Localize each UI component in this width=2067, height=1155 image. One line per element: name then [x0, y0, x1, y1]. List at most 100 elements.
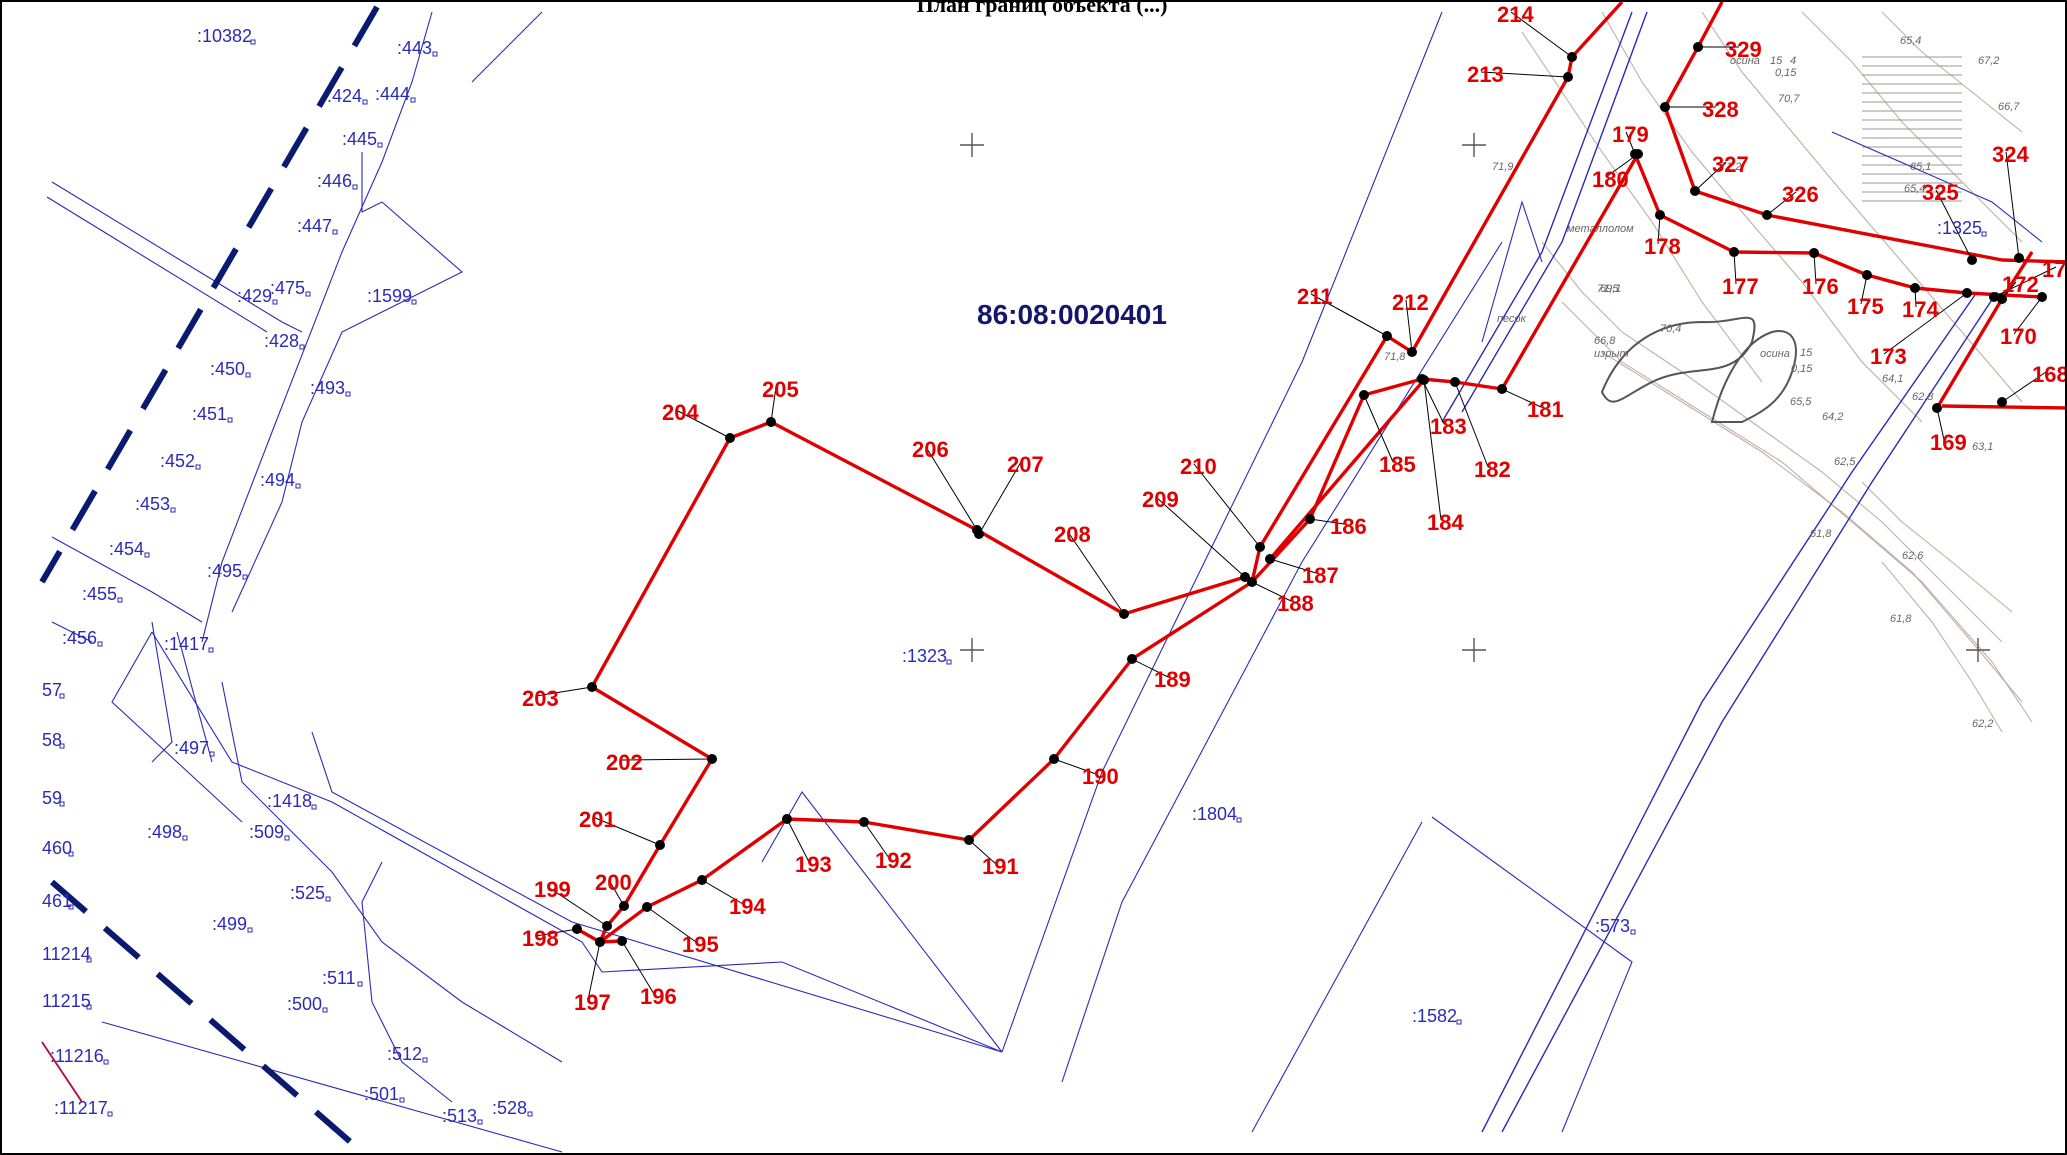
- point-label: 210: [1180, 454, 1217, 479]
- leader-line: [1131, 658, 1169, 678]
- cadastral-label: :498: [147, 822, 182, 842]
- cadastral-label: :528: [492, 1098, 527, 1118]
- point-label: 197: [574, 990, 611, 1015]
- cadastral-label: :513: [442, 1106, 477, 1126]
- topo-label: 66,8: [1594, 335, 1616, 347]
- cadastral-marker: [311, 804, 317, 810]
- leader-line: [1813, 252, 1817, 285]
- leader-line: [2013, 296, 2043, 335]
- cadastral-label: :451: [192, 404, 227, 424]
- point-label: 192: [875, 848, 912, 873]
- cadastral-label: :1323: [902, 646, 947, 666]
- map-title: План границ объекта (...): [916, 0, 1168, 17]
- contour-line: [1881, 561, 2003, 733]
- leader-line: [1067, 531, 1125, 615]
- point-label: 195: [682, 932, 719, 957]
- topo-label: 15: [1770, 55, 1783, 67]
- leader-line: [535, 686, 593, 697]
- contour-line: [1861, 481, 2013, 613]
- point-label: 182: [1474, 457, 1511, 482]
- point-label: 201: [579, 807, 616, 832]
- topo-label: 66,7: [1998, 101, 2020, 113]
- point-label: 187: [1302, 563, 1339, 588]
- cadastral-label: :1417: [164, 634, 209, 654]
- point-label: 190: [1082, 764, 1119, 789]
- point-label: 207: [1007, 452, 1044, 477]
- point-label: 204: [662, 400, 699, 425]
- leader-line: [968, 839, 997, 865]
- point-label: 198: [522, 926, 559, 951]
- point-label: 214: [1497, 2, 1534, 27]
- leader-line: [1625, 131, 1636, 155]
- parcel-line: [111, 631, 243, 823]
- point-label: 193: [795, 852, 832, 877]
- leader-line: [1454, 381, 1489, 468]
- cadastral-marker: [322, 1007, 328, 1013]
- leader-line: [587, 941, 601, 1001]
- topo-label: 0,15: [1775, 67, 1797, 79]
- road-edge: [1501, 291, 1998, 1133]
- point-label: 168: [2032, 362, 2067, 387]
- topo-label: 65,1: [1910, 161, 1931, 173]
- road-edge: [1461, 11, 1648, 413]
- point-label: 203: [522, 686, 559, 711]
- contour-line: [1701, 11, 2023, 403]
- cadastral-marker: [295, 483, 301, 489]
- parcel-line: [51, 181, 303, 333]
- topo-label: 70,4: [1660, 323, 1681, 335]
- point-label: 196: [640, 984, 677, 1009]
- point-label: 211: [1297, 284, 1333, 309]
- contour-line: [1801, 11, 2023, 243]
- leader-line: [1405, 299, 1413, 353]
- leader-line: [1936, 407, 1945, 441]
- parcel-line: [361, 152, 383, 213]
- cadastral-label: :1582: [1412, 1006, 1457, 1026]
- topo-label: 64,2: [1822, 411, 1843, 423]
- leader-line: [621, 940, 655, 995]
- cadastral-label: :511: [322, 968, 356, 988]
- cadastral-label: :450: [210, 359, 245, 379]
- parcel-line: [761, 791, 1003, 1053]
- leader-line: [1193, 463, 1261, 548]
- leader-line: [1657, 214, 1661, 245]
- cadastral-label: :452: [160, 451, 195, 471]
- leader-line: [2005, 151, 2020, 259]
- leader-line: [786, 818, 810, 863]
- topo-label: металлолом: [1567, 223, 1634, 235]
- cadastral-label: :493: [310, 378, 345, 398]
- contour-line: [1601, 11, 1923, 423]
- cadastral-label: :1325: [1937, 218, 1982, 238]
- cadastral-marker: [208, 647, 214, 653]
- cadastral-label: :501: [364, 1084, 399, 1104]
- object-boundary-layer: [572, 2, 2065, 947]
- cadastral-label: 461: [42, 891, 72, 911]
- cadastral-label: :11217: [54, 1098, 108, 1118]
- topo-label: 62,6: [1902, 550, 1924, 562]
- contour-line: [1541, 241, 2003, 643]
- cadastral-marker: [242, 574, 248, 580]
- cadastral-marker: [117, 597, 123, 603]
- cadastral-label: :509: [249, 822, 284, 842]
- cadastral-marker: [325, 896, 331, 902]
- boundary-line-169: [1941, 404, 2065, 410]
- cadastral-marker: [946, 659, 952, 665]
- topo-label: осина: [1730, 55, 1760, 67]
- cadastral-marker: [1630, 929, 1636, 935]
- topo-label: 65,4: [1900, 35, 1921, 47]
- point-label: 325: [1922, 180, 1959, 205]
- leader-line: [1363, 394, 1394, 463]
- leader-line: [1605, 153, 1639, 178]
- point-label: 200: [595, 870, 632, 895]
- point-label: 183: [1430, 414, 1467, 439]
- point-label: 184: [1427, 510, 1464, 535]
- cadastral-marker: [86, 957, 92, 963]
- gully-shape: [1710, 330, 1797, 423]
- cadastral-label: 460: [42, 838, 72, 858]
- parcel-line: [1481, 200, 1543, 343]
- cadastral-marker: [86, 1004, 92, 1010]
- contour-line: [1881, 11, 2023, 133]
- parcel-line: [361, 861, 453, 1103]
- zone-accent-line: [41, 1041, 83, 1103]
